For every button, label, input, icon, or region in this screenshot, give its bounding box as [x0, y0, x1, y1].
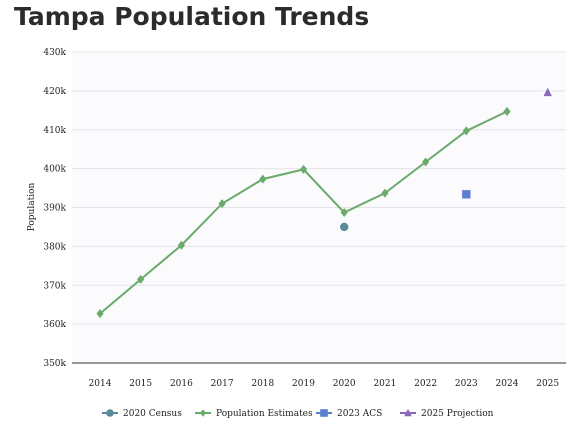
x-tick-label: 2016 [170, 379, 193, 389]
data-point [340, 222, 349, 232]
x-tick-label: 2022 [414, 379, 437, 389]
x-tick-label: 2018 [251, 379, 274, 389]
x-tick-label: 2019 [292, 379, 315, 389]
data-point [340, 208, 348, 218]
y-tick-label: 410k [43, 126, 66, 136]
data-point [381, 188, 389, 198]
legend-marker [106, 409, 114, 417]
chart-title: Tampa Population Trends [14, 2, 370, 31]
y-tick-label: 360k [43, 320, 66, 330]
y-tick-label: 420k [43, 87, 66, 97]
legend: 2020 Census Population Estimates 2023 ACS 2… [102, 408, 494, 419]
legend-label: Population Estimates [216, 409, 313, 419]
data-point [137, 274, 145, 284]
y-tick-label: 430k [43, 48, 66, 58]
data-point [503, 106, 511, 116]
data-point [422, 157, 430, 167]
x-tick-label: 2017 [211, 379, 234, 389]
legend-marker [199, 409, 207, 417]
legend-item: Population Estimates [195, 409, 313, 419]
x-axis-ticks: 2014 2015 2016 2017 2018 2019 2020 2021 2022 2023… [89, 379, 560, 389]
data-point [218, 199, 226, 209]
data-point [299, 164, 308, 174]
series-group [96, 87, 552, 319]
y-axis-label: Population [27, 182, 37, 231]
legend-label: 2023 ACS [337, 409, 382, 419]
x-tick-label: 2021 [373, 379, 396, 389]
x-tick-label: 2015 [129, 379, 152, 389]
y-tick-label: 370k [43, 281, 66, 291]
x-tick-label: 2025 [536, 379, 559, 389]
legend-marker [404, 408, 412, 417]
data-point [462, 190, 471, 199]
data-point [96, 309, 104, 319]
x-tick-label: 2024 [496, 379, 519, 389]
legend-label: 2025 Projection [421, 409, 494, 419]
x-tick-label: 2023 [455, 379, 478, 389]
data-point [177, 240, 185, 250]
data-point [543, 87, 552, 97]
legend-item: 2023 ACS [316, 409, 382, 419]
legend-marker [320, 409, 328, 417]
x-tick-label: 2014 [89, 379, 112, 389]
data-point [259, 174, 267, 184]
legend-item: 2020 Census [102, 409, 182, 419]
y-tick-label: 400k [43, 165, 66, 175]
y-tick-label: 390k [43, 204, 66, 214]
y-axis-ticks: 350k 360k 370k 380k 390k 400k 410k 420k 430k [43, 48, 66, 369]
data-point [462, 126, 470, 136]
legend-label: 2020 Census [123, 409, 182, 419]
legend-item: 2025 Projection [400, 408, 494, 419]
y-tick-label: 380k [43, 242, 66, 252]
y-tick-label: 350k [43, 359, 66, 369]
gridlines [72, 51, 566, 325]
x-tick-label: 2020 [333, 379, 356, 389]
